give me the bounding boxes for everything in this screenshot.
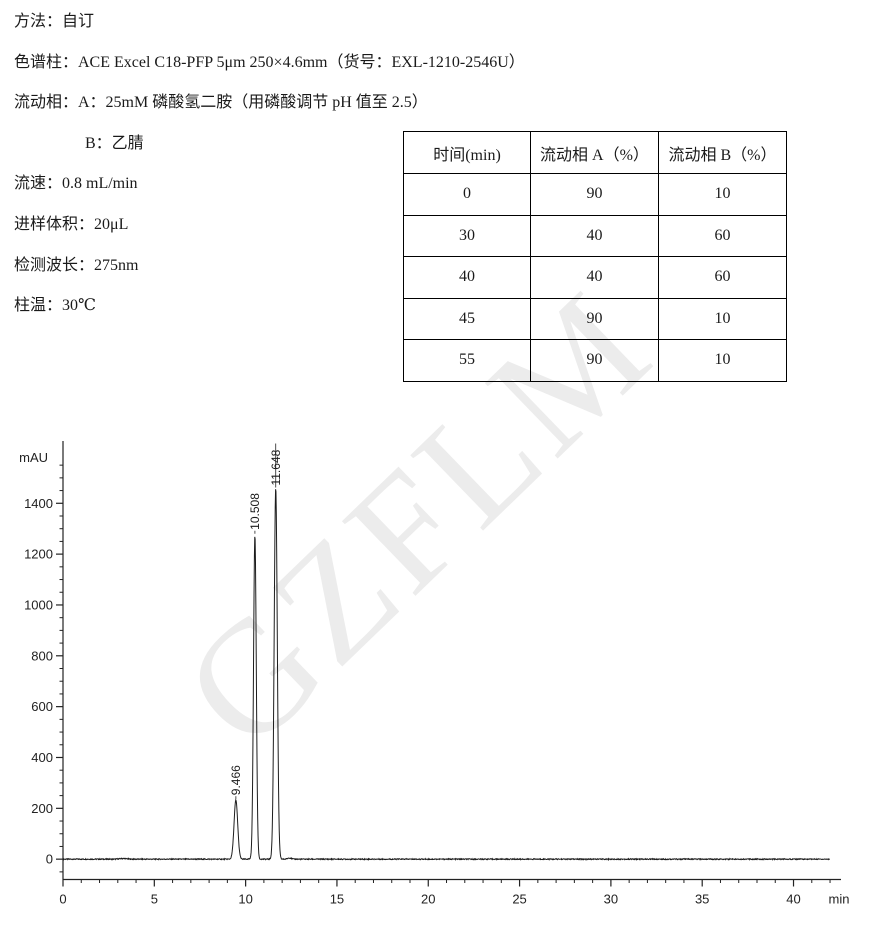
y-tick-label: 800	[31, 648, 53, 663]
table-cell: 10	[658, 297, 787, 340]
x-tick-label: 20	[421, 892, 435, 907]
method-line-injection-volume: 进样体积：20μL	[14, 215, 129, 233]
peak-label: 11.648	[269, 449, 283, 485]
peak-label: 9.466	[229, 765, 243, 795]
table-header-row: 时间(min) 流动相 A（%） 流动相 B（%）	[403, 131, 787, 174]
y-tick-label: 400	[31, 750, 53, 765]
x-tick-label: 15	[330, 892, 344, 907]
col-header-time: 时间(min)	[403, 131, 531, 174]
y-axis-unit-label: mAU	[19, 450, 48, 465]
col-header-phase-a: 流动相 A（%）	[530, 131, 659, 174]
table-cell: 60	[658, 214, 787, 257]
y-tick-label: 1000	[24, 597, 53, 612]
table-cell: 0	[403, 173, 531, 216]
chromatogram-trace	[62, 489, 831, 861]
x-tick-label: 25	[512, 892, 526, 907]
method-line-method: 方法：自订	[14, 13, 95, 30]
table-cell: 90	[530, 339, 659, 382]
table-cell: 60	[658, 256, 787, 299]
table-row: 0 90 10	[403, 173, 787, 216]
method-line-mobile-phase-a: 流动相：A：25mM 磷酸氢二胺（用磷酸调节 pH 值至 2.5）	[14, 94, 428, 112]
method-line-wavelength: 检测波长：275nm	[14, 256, 139, 274]
method-line-column-temp: 柱温：30℃	[14, 297, 96, 315]
y-tick-label: 1200	[24, 547, 53, 562]
table-cell: 55	[403, 339, 531, 382]
method-line-mobile-phase-b: B：乙腈	[85, 134, 144, 152]
table-cell: 10	[658, 173, 787, 216]
x-tick-label: 35	[695, 892, 709, 907]
table-row: 40 40 60	[403, 256, 787, 299]
table-cell: 40	[530, 256, 659, 299]
x-axis-unit-label: min	[829, 892, 850, 907]
y-tick-label: 1400	[24, 496, 53, 511]
method-info: 方法：自订 色谱柱：ACE Excel C18-PFP 5μm 250×4.6m…	[14, 2, 525, 327]
table-row: 55 90 10	[403, 339, 787, 382]
y-tick-label: 200	[31, 801, 53, 816]
x-tick-label: 0	[59, 892, 66, 907]
peak-label: 10.508	[248, 493, 262, 530]
table-cell: 90	[530, 173, 659, 216]
table-row: 45 90 10	[403, 297, 787, 340]
table-cell: 90	[530, 297, 659, 340]
method-line-column: 色谱柱：ACE Excel C18-PFP 5μm 250×4.6mm（货号：E…	[14, 53, 525, 71]
table-cell: 45	[403, 297, 531, 340]
col-header-phase-b: 流动相 B（%）	[658, 131, 787, 174]
table-cell: 10	[658, 339, 787, 382]
table-cell: 40	[403, 256, 531, 299]
gradient-table: 时间(min) 流动相 A（%） 流动相 B（%） 0 90 10 30 40 …	[403, 131, 787, 382]
x-tick-label: 30	[604, 892, 618, 907]
y-tick-label: 600	[31, 699, 53, 714]
x-tick-label: 5	[151, 892, 158, 907]
table-row: 30 40 60	[403, 214, 787, 257]
table-cell: 40	[530, 214, 659, 257]
x-tick-label: 10	[238, 892, 252, 907]
y-tick-label: 0	[46, 852, 53, 867]
method-line-flow-rate: 流速：0.8 mL/min	[14, 175, 138, 193]
table-cell: 30	[403, 214, 531, 257]
x-tick-label: 40	[786, 892, 800, 907]
